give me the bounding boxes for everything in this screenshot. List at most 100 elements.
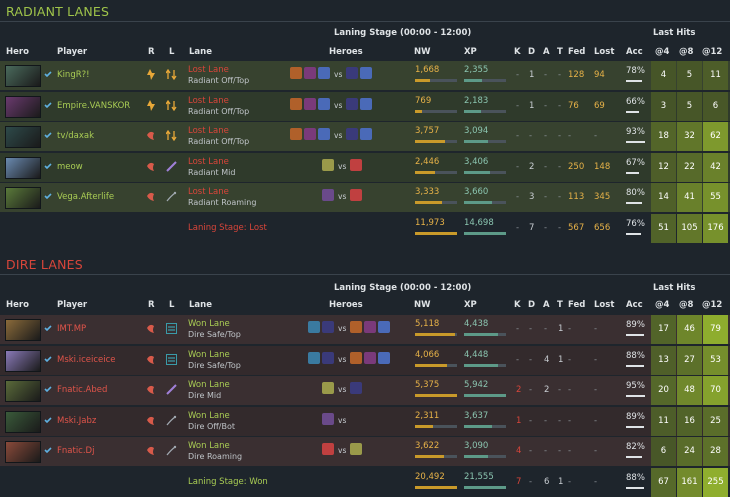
stat-k: 1 [516,415,522,426]
stat-d: - [529,415,533,426]
stat-d: 1 [529,100,535,111]
accuracy-bar [626,334,644,336]
net-worth-bar [415,170,435,174]
hero-icon [364,321,376,333]
hero-icon [350,158,362,171]
player-name[interactable]: KingR?! [57,70,90,80]
verified-check-icon [44,101,52,108]
net-worth-bar-track [415,79,457,82]
player-name[interactable]: Fnatic.Abed [57,385,108,395]
dire-col-lh8: @8 [679,300,694,310]
accuracy: 89% [626,320,645,330]
lane-result: Won Lane [188,380,230,390]
hero-icon [304,67,316,79]
stat-k: - [516,100,520,111]
stat-k: 7 [516,476,522,487]
role-icon [146,323,155,334]
player-name[interactable]: tv/daxak [57,131,94,141]
last-hits-lh8: 16 [677,406,702,436]
radiant-col-k: K [514,47,521,57]
dire-col-xp: XP [464,300,477,310]
lane-icon [166,160,177,172]
lane-position: Dire Off/Bot [188,421,235,431]
stat-k: 2 [516,385,522,395]
accuracy: 89% [626,411,645,422]
lane-position: Dire Safe/Top [188,330,241,339]
role-icon [146,191,155,202]
hero-icon [346,67,358,79]
player-name[interactable]: Fnatic.Dj [57,446,95,456]
radiant-col-heroes: Heroes [329,47,363,57]
stat-k: 4 [516,446,522,456]
hero-portrait [5,95,41,118]
player-name[interactable]: Vega.Afterlife [57,192,115,202]
vs-label: vs [338,324,347,333]
last-hits-lh8: 27 [677,345,702,375]
hero-icon [322,382,334,394]
last-hits-lh12: 25 [703,406,728,436]
lane-position: Radiant Roaming [188,198,257,207]
player-name[interactable]: IMT.MP [57,324,87,334]
dire-col-lh12: @12 [702,300,723,310]
stat-a: - [544,415,548,426]
last-hits-lh4: 51 [651,213,676,243]
section-divider [0,21,730,22]
last-hits-lh4: 13 [651,345,676,375]
stat-lost: 69 [594,100,605,111]
net-worth: 4,066 [415,349,440,360]
lane-position: Dire Roaming [188,452,243,461]
player-name[interactable]: Mski.Jabz [57,415,97,426]
player-name[interactable]: meow [57,161,83,172]
hero-icon [322,443,334,455]
accuracy-bar [626,171,640,174]
accuracy-bar [626,364,644,367]
player-name[interactable]: Empire.VANSKOR [57,100,131,111]
lane-icon [166,191,177,202]
stat-fed: - [568,446,572,456]
table-row: Fnatic.Dj Won Lane Dire Roaming vs 3,622 3,09… [0,437,730,466]
hero-icon [304,97,316,110]
stat-fed: 76 [568,100,579,111]
role-icon [146,130,155,141]
role-icon [146,69,155,80]
dire-col-l: L [169,300,175,310]
lane-result: Lost Lane [188,65,229,75]
stat-d: - [529,131,533,141]
table-row: Fnatic.Abed Won Lane Dire Mid vs 5,375 5,942 2… [0,376,730,405]
stat-a: - [544,222,548,233]
lane-icon [166,415,177,426]
radiant-col-lh12: @12 [702,47,723,57]
last-hits-lh4: 6 [651,437,676,466]
net-worth-bar [415,363,447,367]
radiant-col-hero: Hero [6,47,29,57]
stat-d: - [529,354,533,365]
radiant-col-nw: NW [414,47,431,57]
accuracy: 88% [626,350,645,361]
player-name[interactable]: Mski.iceiceice [57,354,116,365]
dire-col-lh4: @4 [655,300,670,310]
stat-t: 1 [558,324,564,334]
verified-check-icon [44,131,52,139]
accuracy-bar [626,486,644,489]
role-icon [146,99,155,111]
net-worth: 20,492 [415,471,445,482]
role-icon [146,354,155,365]
experience: 3,094 [464,126,489,136]
stat-a: - [544,100,548,111]
stat-a: 4 [544,354,550,365]
stat-k: - [516,192,520,202]
hero-icon [318,128,330,140]
stat-k: - [516,70,520,80]
last-hits-lh12: 70 [703,376,728,405]
stat-a: - [544,161,548,172]
stat-d: 2 [529,161,535,172]
stat-t: - [558,222,562,233]
lane-result: Lost Lane [188,95,229,106]
experience: 4,448 [464,349,489,360]
hero-portrait [5,441,41,463]
experience-bar [464,455,488,458]
lane-icon [165,129,177,142]
last-hits-lh8: 161 [677,467,702,497]
stat-lost: - [594,385,598,395]
stat-lost: 656 [594,222,611,233]
